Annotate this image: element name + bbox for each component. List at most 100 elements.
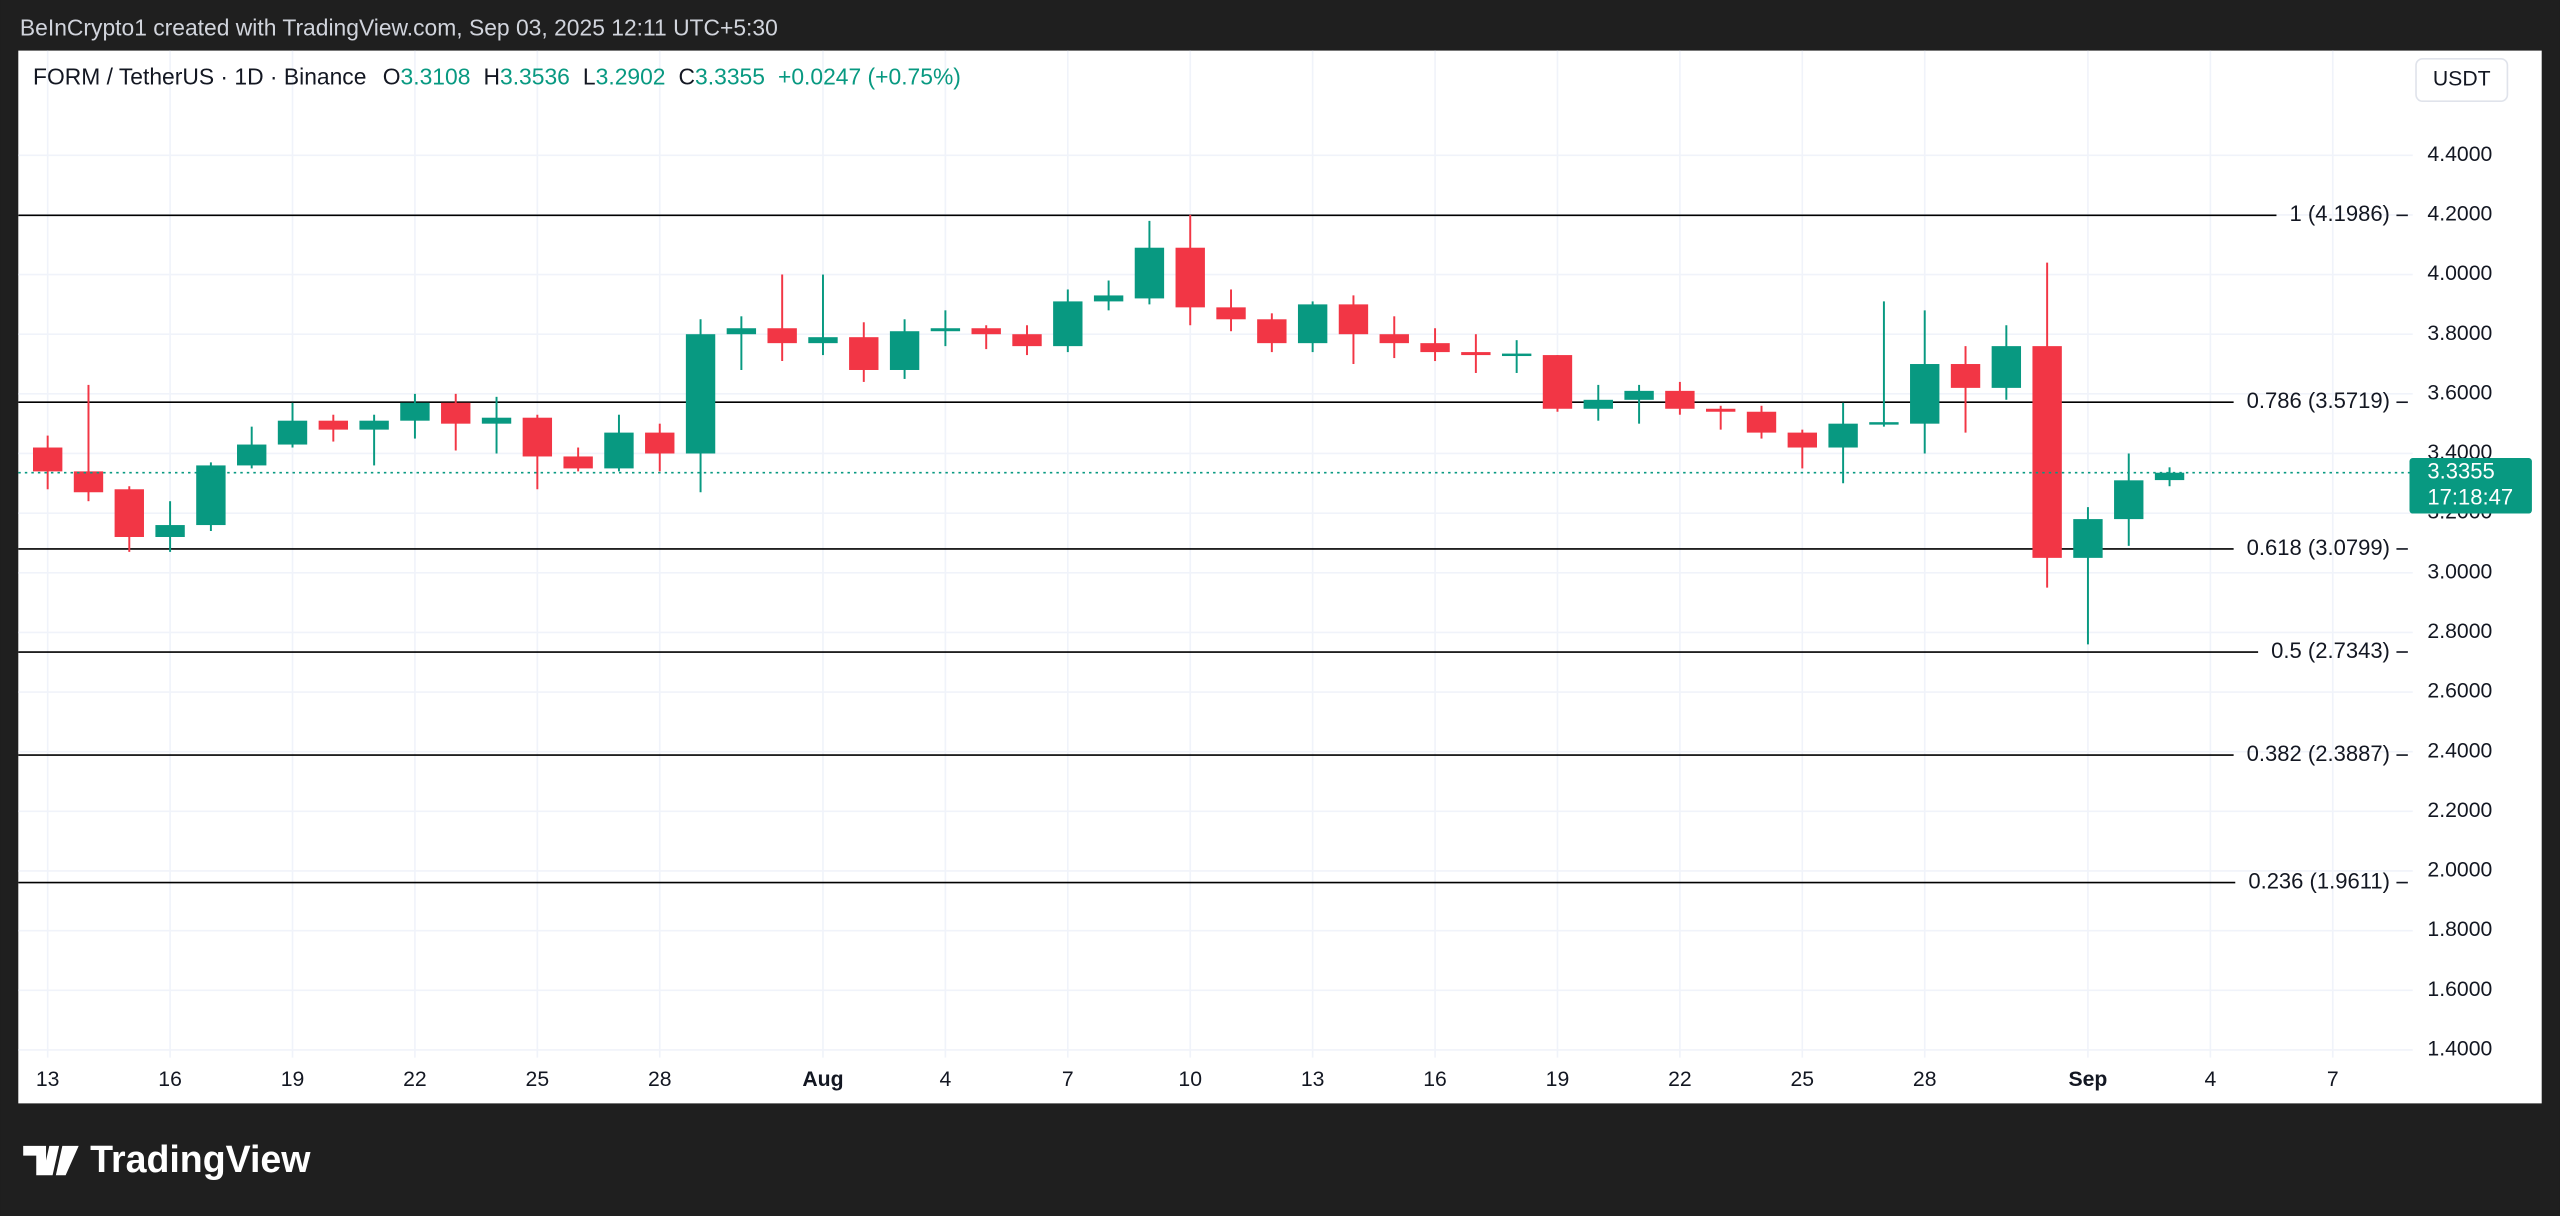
level-label: 1 (4.1986) [2290,201,2390,226]
candle-body [441,402,471,424]
legend: FORM / TetherUS · 1D · Binance O3.3108 H3.… [33,63,961,89]
x-tick-label: Aug [802,1068,843,1091]
tradingview-logo: TradingView [23,1138,311,1180]
y-tick-label: 2.4000 [2427,739,2492,762]
x-tick-label: 13 [1301,1068,1325,1091]
candle-body [1379,334,1409,344]
candle-body [522,417,553,457]
candle-body [114,489,144,537]
level-label: 0.618 (3.0799) [2247,535,2390,560]
candle-body [1501,353,1532,357]
price-tag [2409,458,2532,514]
level-label: 0.382 (2.3887) [2247,741,2390,766]
x-tick-label: 19 [1546,1068,1570,1091]
x-tick-label: 16 [1423,1068,1447,1091]
legend-item: L [583,63,596,89]
y-tick-label: 2.0000 [2427,859,2492,882]
candle-body [1746,411,1777,433]
y-tick-label: 2.2000 [2427,799,2492,822]
header: BeInCrypto1 created with TradingView.com… [20,14,778,40]
candle-body [1093,295,1124,302]
candle-body [1910,364,1940,424]
candle-body [889,331,920,370]
currency-label[interactable]: USDT [2433,68,2491,91]
candle-body [32,447,63,472]
candle-body [1012,334,1042,347]
candle-body [1665,390,1695,409]
candle-body [849,337,879,370]
candle-body [1950,364,1981,388]
candle-body [1624,390,1654,400]
candle-body [604,432,634,469]
chart-panel [18,50,2542,1104]
x-tick-label: 22 [1668,1068,1692,1091]
legend-item: C [679,63,696,89]
candle-body [685,334,716,454]
candle-body [400,402,430,421]
x-tick-label: 19 [281,1068,305,1091]
x-tick-label: 7 [1062,1068,1074,1091]
candle-body [563,456,593,469]
candle-body [645,432,675,454]
candle-body [481,417,512,424]
level-label: 0.236 (1.9611) [2248,868,2390,893]
y-tick-label: 3.6000 [2427,381,2492,404]
legend-item: FORM / TetherUS · 1D · Binance [33,63,366,89]
candle-body [359,420,389,430]
x-tick-label: 7 [2327,1068,2339,1091]
candle-body [155,525,185,537]
logo-icon [23,1145,79,1176]
candle-body [1420,343,1450,353]
logo-text: TradingView [90,1138,311,1180]
candle-body [1134,247,1165,299]
candle-body [1991,346,2022,388]
x-tick-label: 16 [158,1068,182,1091]
candle-body [196,465,226,526]
candle-body [808,337,838,344]
candle-body [318,420,349,430]
x-tick-label: 10 [1178,1068,1202,1091]
x-tick-label: 28 [648,1068,672,1091]
candle-body [726,328,757,335]
price-tag-value: 3.3355 [2427,459,2494,484]
x-tick-label: 22 [403,1068,427,1091]
price-tag-countdown: 17:18:47 [2427,485,2513,510]
candle-body [1175,247,1205,308]
candle-body [277,420,308,445]
y-tick-label: 1.4000 [2427,1038,2492,1061]
y-tick-label: 1.8000 [2427,918,2492,941]
candle-body [767,328,797,344]
legend-item: 3.3536 [500,63,570,89]
candle-body [1053,301,1083,347]
candle-body [1461,352,1491,356]
legend-item: +0.0247 (+0.75%) [778,63,961,89]
candle-body [1706,408,1736,412]
legend-item: 3.3355 [695,63,765,89]
candle-body [1257,319,1287,344]
currency-button[interactable] [2415,57,2509,103]
x-tick-label: 4 [2204,1068,2216,1091]
candle-body [2114,480,2144,520]
plot: 13 16 19 22 25 28 Aug 4 7 10 13 16 19 22 25 28 Sep 4 7 1.40… [18,50,2532,1091]
x-tick-label: 4 [939,1068,951,1091]
y-tick-label: 4.0000 [2427,262,2492,285]
legend-item: O [383,63,401,89]
y-tick-label: 2.8000 [2427,620,2492,643]
y-tick-label: 2.6000 [2427,680,2492,703]
candle-body [2073,519,2103,558]
candle-body [1297,304,1328,344]
candle-body [237,444,267,466]
candle-body [73,471,104,493]
candle-body [1869,422,1899,425]
y-tick-label: 1.6000 [2427,978,2492,1001]
x-tick-label: 13 [36,1068,60,1091]
legend-item: H [483,63,500,89]
y-tick-label: 3.8000 [2427,322,2492,345]
candle-body [1542,355,1573,409]
candle-body [2032,346,2062,558]
candle-body [1338,304,1369,335]
y-tick-label: 4.4000 [2427,143,2492,166]
x-tick-label: 28 [1913,1068,1937,1091]
candle-body [971,328,1001,335]
